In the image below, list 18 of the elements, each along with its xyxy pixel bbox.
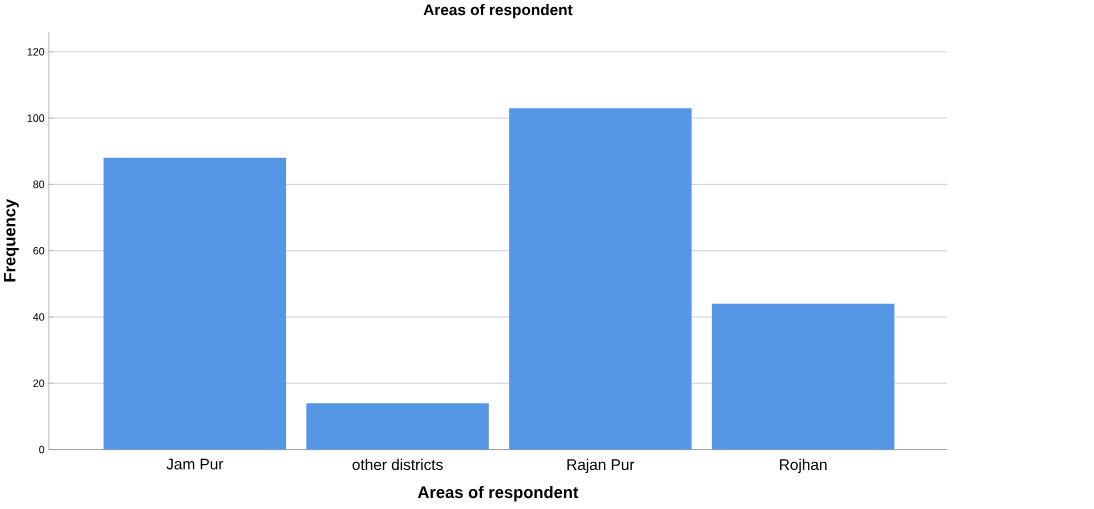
y-tick-label: 0 xyxy=(39,445,45,454)
bar xyxy=(306,403,489,450)
chart-title: Areas of respondent xyxy=(423,3,573,19)
bar xyxy=(509,108,692,450)
y-axis-title: Frequency xyxy=(3,198,19,282)
bar xyxy=(103,157,287,450)
x-tick-label: Jam Pur xyxy=(166,458,224,470)
y-tick-label: 100 xyxy=(27,114,45,122)
bar xyxy=(711,303,895,450)
x-axis-title: Areas of respondent xyxy=(417,485,579,502)
y-tick-label: 20 xyxy=(33,379,45,388)
x-tick-label: Rajan Pur xyxy=(567,458,635,474)
y-tick-label: 40 xyxy=(33,313,45,321)
y-tick-label: 80 xyxy=(33,180,45,189)
x-tick-label: Rojhan xyxy=(780,458,827,474)
y-tick-label: 60 xyxy=(33,246,45,255)
x-tick-label: other districts xyxy=(352,458,443,471)
y-tick-label: 120 xyxy=(27,48,45,56)
